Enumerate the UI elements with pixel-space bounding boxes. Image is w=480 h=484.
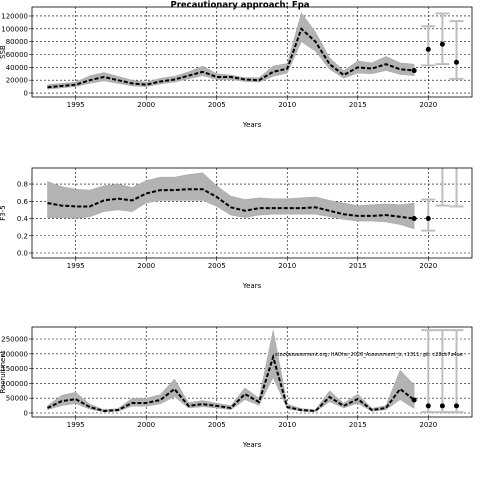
x-tick-label: 2015 [349,262,367,270]
x-tick-label: 2020 [419,262,437,270]
projection-point [425,403,431,409]
x-axis-label: Years [242,121,262,129]
x-axis-label: Years [242,441,262,449]
y-tick-label: 0.4 [17,215,29,223]
projection-point [411,216,417,222]
projection-point [453,59,459,65]
x-tick-label: 1995 [67,421,85,429]
projection-point [411,397,417,403]
y-tick-label: 0 [24,90,28,98]
y-tick-label: 120000 [1,12,28,20]
x-tick-label: 1995 [67,262,85,270]
y-axis-label: F3-5 [0,205,7,220]
plot-area [32,7,472,97]
x-tick-label: 2000 [137,421,155,429]
y-tick-label: 100000 [1,380,28,388]
y-tick-label: 50000 [6,395,28,403]
x-tick-label: 2005 [208,101,226,109]
y-tick-label: 0.2 [17,232,28,240]
x-tick-label: 2015 [349,421,367,429]
y-tick-label: 200000 [1,350,28,358]
plot-frame [31,6,473,98]
x-tick-label: 2010 [278,421,296,429]
projection-point [439,403,445,409]
y-tick-label: 40000 [6,64,28,72]
x-tick-label: 1995 [67,101,85,109]
y-tick-label: 100000 [1,25,28,33]
chart-title: Precautionary approach: Fpa [170,1,309,11]
x-tick-label: 2020 [419,101,437,109]
x-tick-label: 2005 [208,421,226,429]
y-tick-label: 0.6 [17,198,29,206]
confidence-band [47,330,415,413]
x-axis-label: Years [242,282,262,290]
y-tick-label: 0.8 [17,181,28,189]
estimate-line [47,27,415,89]
projection-point [425,46,431,52]
confidence-band [47,172,415,230]
y-tick-label: 80000 [6,38,28,46]
x-tick-label: 2015 [349,101,367,109]
estimate-line [47,188,415,220]
y-tick-label: 60000 [6,51,28,59]
y-axis-label: SSB [0,45,7,59]
projection-point [439,41,445,47]
plot-frame [31,167,473,259]
annotation: stockassessment.org, HADhe_2020_Assessme… [275,352,463,358]
projection-point [411,68,417,74]
x-tick-label: 2010 [278,262,296,270]
projection-point [425,216,431,222]
y-tick-label: 0.0 [17,250,28,258]
x-tick-label: 2005 [208,262,226,270]
x-tick-label: 2000 [137,262,155,270]
plot-area [32,168,472,258]
projection-point [453,403,459,409]
x-tick-label: 2020 [419,421,437,429]
y-tick-label: 250000 [1,335,28,343]
x-tick-label: 2010 [278,101,296,109]
x-tick-label: 2000 [137,101,155,109]
plot-frame [31,326,473,418]
y-tick-label: 0 [24,410,28,418]
estimate-line [47,353,415,412]
y-tick-label: 20000 [6,77,28,85]
plot-area [32,327,472,417]
y-axis-label: Recruitment [0,350,7,393]
y-tick-label: 150000 [1,365,28,373]
